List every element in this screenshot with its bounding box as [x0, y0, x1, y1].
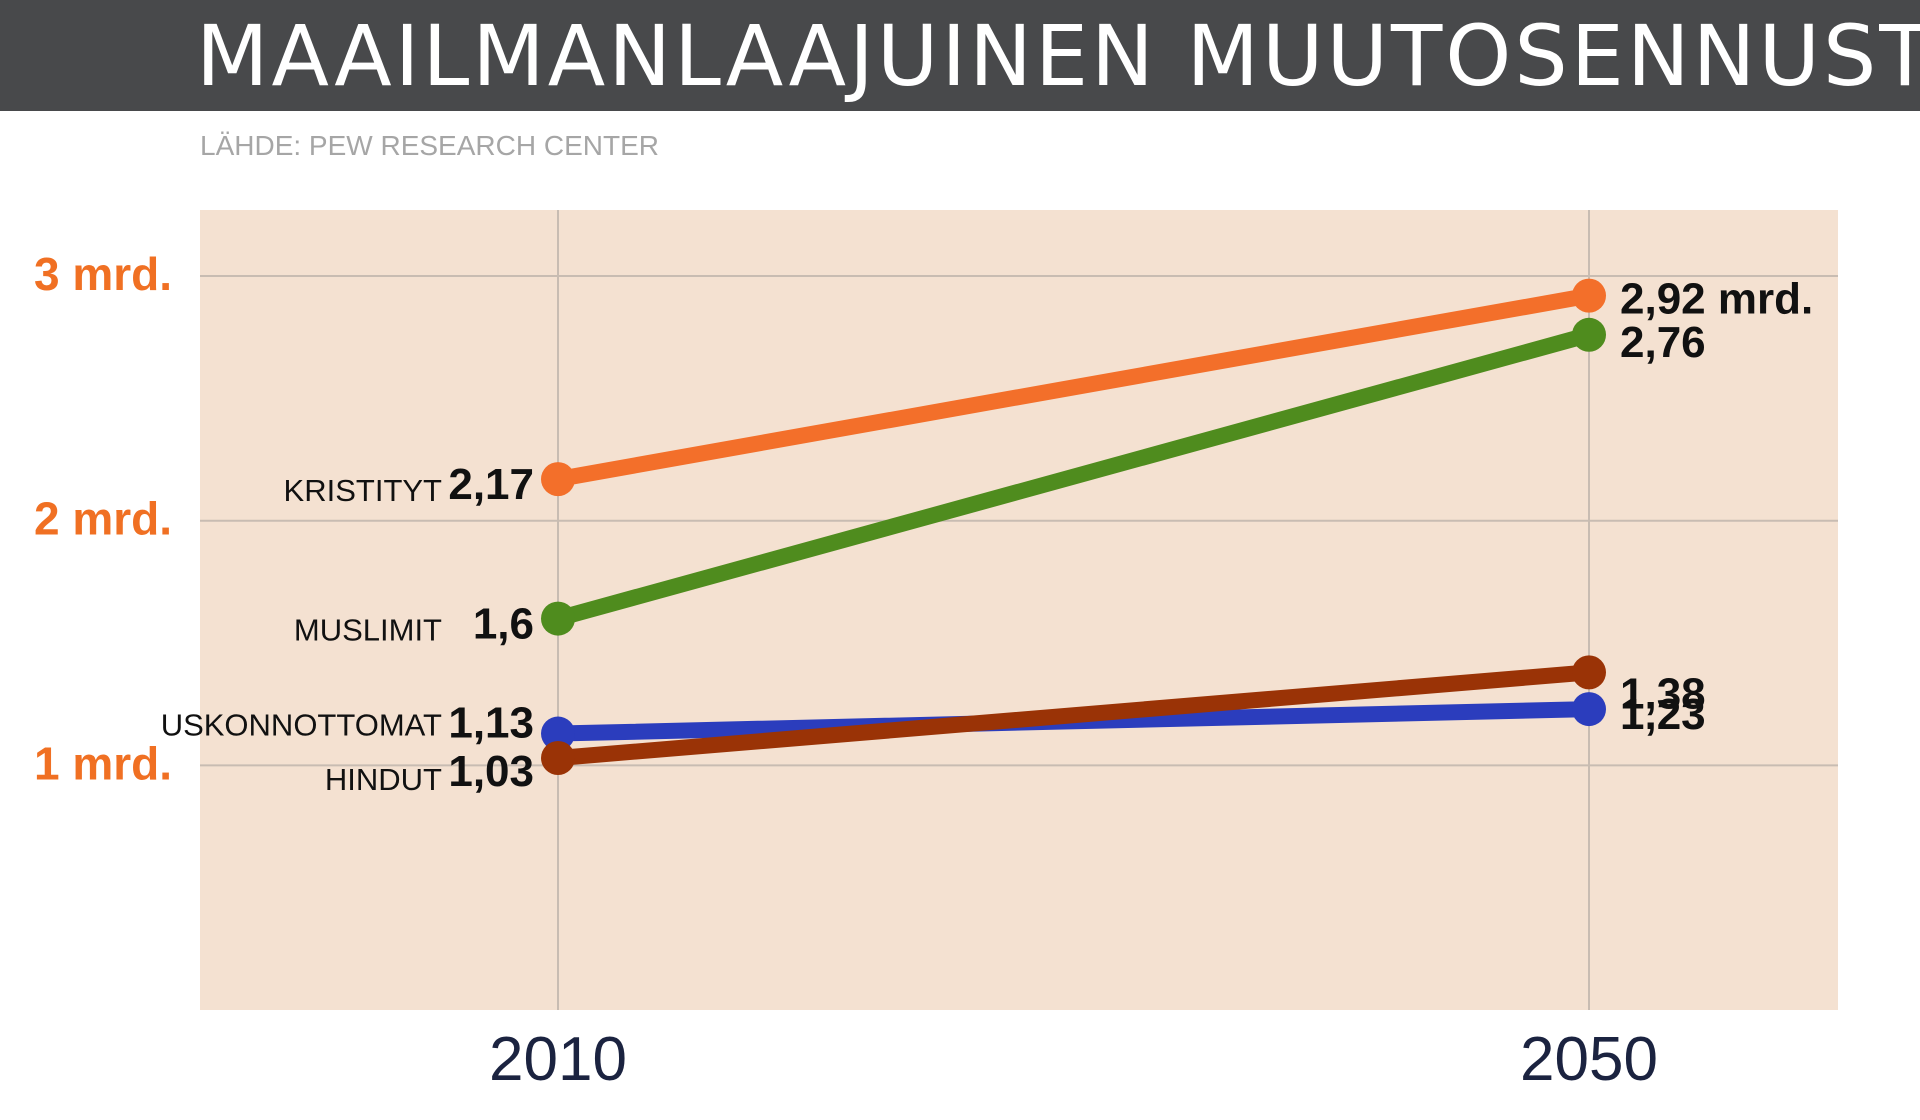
series-line	[550, 287, 1597, 488]
series-line	[550, 664, 1597, 767]
data-point	[1572, 278, 1606, 313]
value-label-2010: 2,17	[448, 460, 534, 509]
data-point	[541, 741, 575, 776]
header-bar	[0, 0, 1920, 111]
y-tick-label: 1 mrd.	[34, 737, 172, 789]
value-label-2050: 2,76	[1620, 318, 1706, 367]
series-name-label: HINDUT	[325, 762, 442, 797]
y-tick-label: 2 mrd.	[34, 493, 172, 545]
series-muslimit	[541, 317, 1606, 636]
series-name-label: KRISTITYT	[284, 473, 443, 508]
chart-title: MAAILMANLAAJUINEN MUUTOSENNUSTE	[196, 7, 1920, 105]
y-axis-ticks: 1 mrd. 2 mrd. 3 mrd.	[34, 248, 172, 789]
x-axis-ticks: 2010 2050	[489, 1025, 1658, 1094]
series-line	[550, 326, 1597, 627]
x-tick-label: 2050	[1520, 1025, 1658, 1094]
value-label-2050: 2,92 mrd.	[1620, 275, 1813, 324]
data-point	[1572, 692, 1606, 727]
y-tick-label: 3 mrd.	[34, 248, 172, 300]
data-point	[541, 601, 575, 636]
series-name-label: MUSLIMIT	[294, 613, 442, 648]
source-note: LÄHDE: PEW RESEARCH CENTER	[200, 130, 659, 161]
series-kristityt	[541, 278, 1606, 497]
value-label-2010: 1,6	[473, 600, 534, 649]
value-label-2010: 1,03	[448, 747, 534, 796]
data-point	[541, 716, 575, 751]
series-hindut	[541, 655, 1606, 776]
data-point	[1572, 655, 1606, 690]
grid	[200, 210, 1838, 1010]
value-label-2050: 1,23	[1620, 690, 1706, 739]
value-label-2010: 1,13	[448, 699, 534, 748]
value-label-2050: 1,38	[1620, 669, 1706, 718]
series	[541, 278, 1606, 776]
data-point	[541, 462, 575, 497]
series-name-label: USKONNOTTOMAT	[161, 708, 442, 743]
x-tick-label: 2010	[489, 1025, 627, 1094]
data-point	[1572, 317, 1606, 352]
